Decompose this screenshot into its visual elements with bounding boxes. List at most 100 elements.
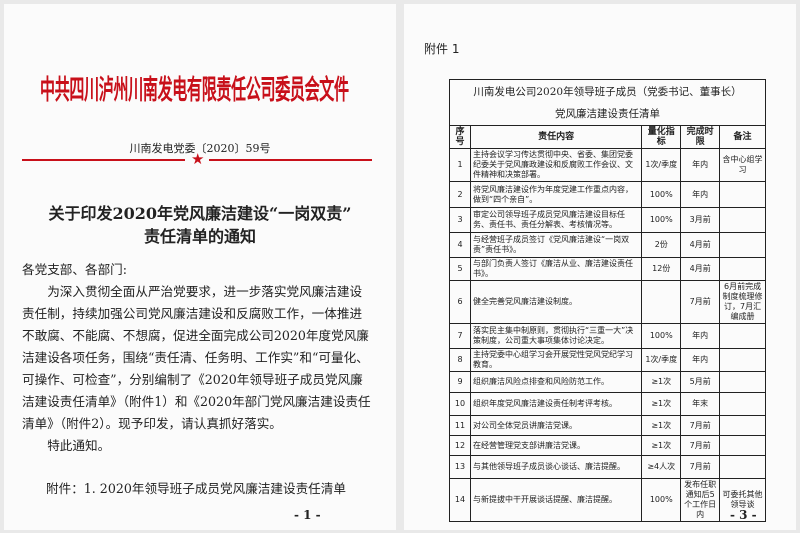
closing: 特此通知。	[47, 438, 111, 453]
row-number-cell: 8	[449, 348, 471, 372]
red-divider-right	[209, 159, 372, 161]
remarks-cell	[719, 455, 766, 479]
responsibility-content-cell: 落实民主集中制原则，贯彻执行“三重一大”决策制度，公司重大事项集体讨论决定。	[469, 323, 643, 349]
remarks-cell	[719, 257, 766, 281]
responsibility-content-cell: 与新提拔中干开展谈话提醒、廉洁提醒。	[469, 478, 643, 522]
deadline-cell: 4月前	[680, 232, 721, 258]
remarks-cell	[719, 348, 766, 372]
table-row: 3 审定公司领导班子成员党风廉洁建设目标任务、责任书、责任分解表、考核情况等。 10…	[449, 207, 766, 233]
remarks-cell	[719, 207, 766, 233]
quantified-indicator-cell: 100%	[641, 207, 682, 233]
quantified-indicator-cell: 100%	[641, 478, 682, 522]
responsibility-content-cell: 组织年度党风廉洁建设责任制考评考核。	[469, 392, 643, 416]
table-row: 9 组织廉洁风险点排查和风险防范工作。 ≥1次 5月前	[449, 371, 766, 393]
responsibility-content-cell: 对公司全体党员讲廉洁党课。	[469, 415, 643, 436]
table-row: 10 组织年度党风廉洁建设责任制考评考核。 ≥1次 年末	[449, 392, 766, 416]
quantified-indicator-cell	[641, 280, 682, 324]
attachment-label: 附件 1	[424, 42, 460, 56]
row-number-cell: 5	[449, 257, 471, 281]
deadline-cell: 3月前	[680, 207, 721, 233]
responsibility-table: 川南发电公司2020年领导班子成员（党委书记、董事长） 党风廉洁建设责任清单 序…	[449, 79, 766, 522]
remarks-cell	[719, 232, 766, 258]
row-number-cell: 2	[449, 181, 471, 208]
row-number-cell: 6	[449, 280, 471, 324]
attachment-note: 附件：1. 2020年领导班子成员党风廉洁建设责任清单	[46, 481, 346, 496]
page-1: 中共四川泸州川南发电有限责任公司委员会文件 川南发电党委〔2020〕59号 ★ …	[4, 4, 396, 530]
row-number-cell: 7	[449, 323, 471, 349]
table-row: 5 与部门负责人签订《廉洁从业、廉洁建设责任书》。 12份 4月前	[449, 257, 766, 281]
remarks-cell	[719, 415, 766, 436]
responsibility-content-cell: 将党风廉洁建设作为年度党建工作重点内容，做到“四个亲自”。	[469, 181, 643, 208]
responsibility-content-cell: 主持党委中心组学习会开展党性党风党纪学习教育。	[469, 348, 643, 372]
header-cell: 序号	[449, 125, 471, 149]
remarks-cell	[719, 371, 766, 393]
notice-title-line1: 关于印发2020年党风廉洁建设“一岗双责”	[48, 204, 352, 223]
page-3: 附件 1 川南发电公司2020年领导班子成员（党委书记、董事长） 党风廉洁建设责…	[404, 4, 796, 530]
table-row: 14 与新提拔中干开展谈话提醒、廉洁提醒。 100% 发布任职通知后5个工作日内 可委托…	[449, 478, 766, 522]
deadline-cell: 7月前	[680, 455, 721, 479]
quantified-indicator-cell: ≥4人次	[641, 455, 682, 479]
deadline-cell: 4月前	[680, 257, 721, 281]
remarks-cell: 6月前完成制度梳理修订，7月汇编成册	[719, 280, 766, 324]
remarks-cell: 含中心组学习	[719, 148, 766, 182]
table-row: 6 健全完善党风廉洁建设制度。 7月前 6月前完成制度梳理修订，7月汇编成册	[449, 280, 766, 324]
quantified-indicator-cell: 12份	[641, 257, 682, 281]
remarks-cell	[719, 323, 766, 349]
deadline-cell: 年末	[680, 392, 721, 416]
document-number: 川南发电党委〔2020〕59号	[129, 142, 271, 155]
quantified-indicator-cell: ≥1次	[641, 415, 682, 436]
quantified-indicator-cell: 1次/季度	[641, 148, 682, 182]
header-cell: 备注	[719, 125, 766, 149]
table-row: 2 将党风廉洁建设作为年度党建工作重点内容，做到“四个亲自”。 100% 年内	[449, 181, 766, 208]
quantified-indicator-cell: 2份	[641, 232, 682, 258]
row-number-cell: 13	[449, 455, 471, 479]
quantified-indicator-cell: ≥1次	[641, 435, 682, 456]
table-title-2: 党风廉洁建设责任清单	[449, 103, 766, 126]
row-number-cell: 1	[449, 148, 471, 182]
deadline-cell: 7月前	[680, 415, 721, 436]
row-number-cell: 9	[449, 371, 471, 393]
deadline-cell: 发布任职通知后5个工作日内	[680, 478, 721, 522]
quantified-indicator-cell: ≥1次	[641, 371, 682, 393]
table-row: 7 落实民主集中制原则，贯彻执行“三重一大”决策制度，公司重大事项集体讨论决定。 1…	[449, 323, 766, 349]
quantified-indicator-cell: 100%	[641, 323, 682, 349]
page-number: - 3 -	[730, 508, 757, 522]
responsibility-content-cell: 审定公司领导班子成员党风廉洁建设目标任务、责任书、责任分解表、考核情况等。	[469, 207, 643, 233]
row-number-cell: 4	[449, 232, 471, 258]
table-row: 8 主持党委中心组学习会开展党性党风党纪学习教育。 1次/季度 年内	[449, 348, 766, 372]
responsibility-content-cell: 主持会议学习传达贯彻中央、省委、集团党委纪委关于党风廉政建设和反腐败工作会议、文…	[469, 148, 643, 182]
quantified-indicator-cell: ≥1次	[641, 392, 682, 416]
remarks-cell	[719, 181, 766, 208]
row-number-cell: 12	[449, 435, 471, 456]
remarks-cell	[719, 435, 766, 456]
deadline-cell: 7月前	[680, 435, 721, 456]
table-row: 13 与其他领导班子成员谈心谈话、廉洁提醒。 ≥4人次 7月前	[449, 455, 766, 479]
deadline-cell: 年内	[680, 323, 721, 349]
quantified-indicator-cell: 1次/季度	[641, 348, 682, 372]
row-number-cell: 14	[449, 478, 471, 522]
deadline-cell: 7月前	[680, 280, 721, 324]
header-cell: 责任内容	[469, 125, 643, 149]
table-header-row: 序号 责任内容 量化指标 完成时限 备注	[449, 125, 766, 149]
table-row: 1 主持会议学习传达贯彻中央、省委、集团党委纪委关于党风廉政建设和反腐败工作会议、…	[449, 148, 766, 182]
header-cell: 量化指标	[641, 125, 682, 149]
row-number-cell: 3	[449, 207, 471, 233]
responsibility-content-cell: 组织廉洁风险点排查和风险防范工作。	[469, 371, 643, 393]
red-star-icon: ★	[191, 150, 205, 168]
responsibility-content-cell: 与经营班子成员签订《党风廉洁建设“一岗双责”责任书》。	[469, 232, 643, 258]
deadline-cell: 年内	[680, 348, 721, 372]
page-number: - 1 -	[294, 508, 321, 522]
row-number-cell: 10	[449, 392, 471, 416]
document-header: 中共四川泸州川南发电有限责任公司委员会文件	[40, 73, 349, 106]
table-title-1: 川南发电公司2020年领导班子成员（党委书记、董事长）	[449, 79, 766, 103]
deadline-cell: 5月前	[680, 371, 721, 393]
responsibility-content-cell: 健全完善党风廉洁建设制度。	[469, 280, 643, 324]
deadline-cell: 年内	[680, 148, 721, 182]
table-row: 11 对公司全体党员讲廉洁党课。 ≥1次 7月前	[449, 415, 766, 436]
salutation: 各党支部、各部门:	[22, 262, 127, 277]
responsibility-content-cell: 与部门负责人签订《廉洁从业、廉洁建设责任书》。	[469, 257, 643, 281]
table-row: 12 在经营管理党支部讲廉洁党课。 ≥1次 7月前	[449, 435, 766, 456]
deadline-cell: 年内	[680, 181, 721, 208]
responsibility-content-cell: 与其他领导班子成员谈心谈话、廉洁提醒。	[469, 455, 643, 479]
notice-title-line2: 责任清单的通知	[143, 227, 256, 246]
